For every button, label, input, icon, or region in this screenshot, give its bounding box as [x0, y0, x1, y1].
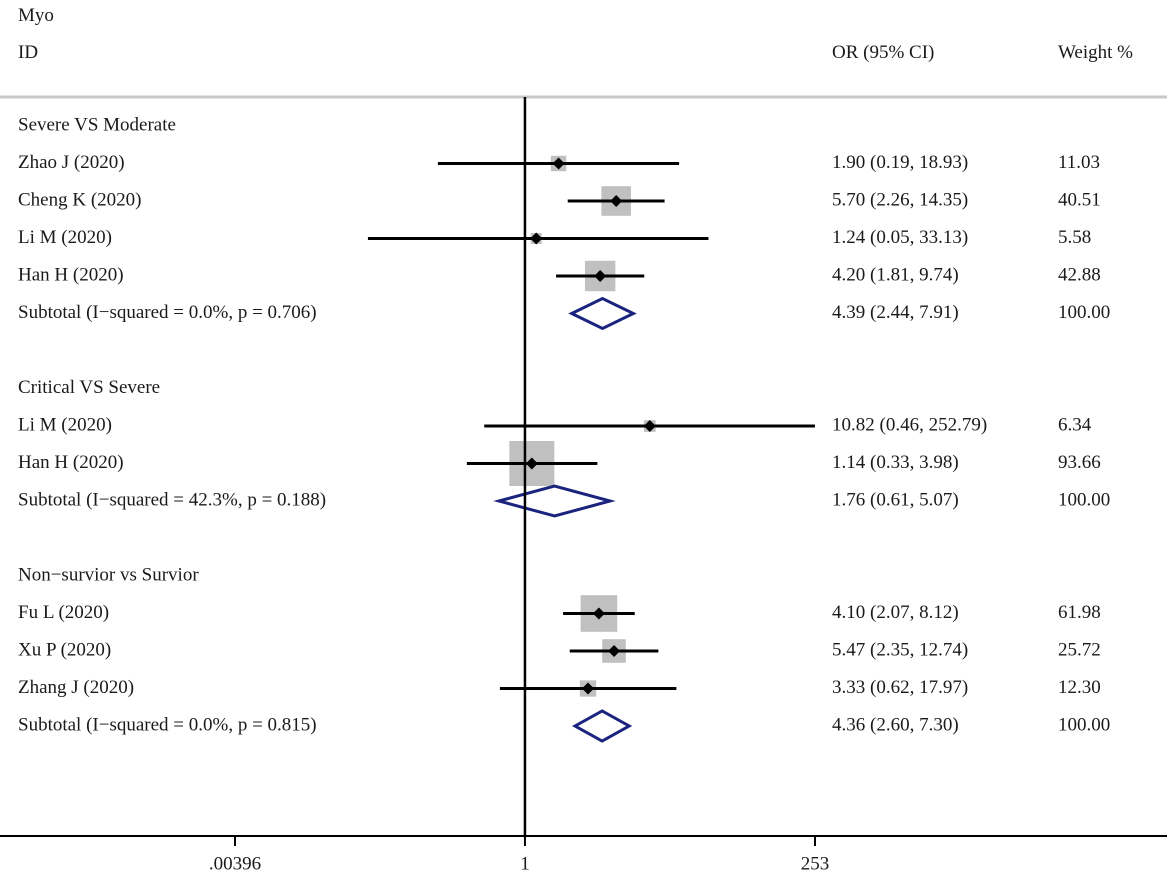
or-ci-value: 1.90 (0.19, 18.93) — [832, 152, 968, 173]
point-estimate — [594, 270, 607, 282]
weight-column-header: Weight % — [1058, 42, 1133, 63]
weight-value: 6.34 — [1058, 414, 1092, 435]
study-label: Zhang J (2020) — [18, 677, 134, 698]
weight-value: 100.00 — [1058, 489, 1110, 510]
or-ci-value: 4.39 (2.44, 7.91) — [832, 302, 959, 323]
weight-value: 42.88 — [1058, 264, 1101, 285]
or-ci-value: 1.76 (0.61, 5.07) — [832, 489, 959, 510]
study-label: Han H (2020) — [18, 264, 124, 285]
pooled-diamond — [571, 709, 633, 743]
point-estimate — [525, 457, 538, 470]
study-label: Xu P (2020) — [18, 639, 111, 660]
group-label: Critical VS Severe — [18, 377, 160, 398]
weight-value: 11.03 — [1058, 152, 1100, 173]
id-column-header: ID — [18, 42, 38, 63]
x-tick-label: 253 — [801, 853, 830, 874]
or-ci-value: 3.33 (0.62, 17.97) — [832, 677, 968, 698]
point-estimate — [552, 157, 565, 170]
pooled-diamond — [568, 296, 637, 331]
or-ci-value: 5.70 (2.26, 14.35) — [832, 189, 968, 210]
or-ci-value: 1.14 (0.33, 3.98) — [832, 452, 959, 473]
or-ci-value: 1.24 (0.05, 33.13) — [832, 227, 968, 248]
study-label: Li M (2020) — [18, 414, 112, 435]
point-estimate — [582, 682, 595, 695]
study-label: Han H (2020) — [18, 452, 124, 473]
x-tick-label: .00396 — [209, 853, 261, 874]
weight-value: 5.58 — [1058, 227, 1091, 248]
weight-value: 61.98 — [1058, 602, 1101, 623]
group-label: Non−survior vs Survior — [18, 564, 199, 585]
weight-value: 93.66 — [1058, 452, 1101, 473]
point-estimate — [592, 607, 605, 620]
x-tick-label: 1 — [520, 853, 530, 874]
point-estimate — [530, 232, 543, 245]
study-label: Fu L (2020) — [18, 602, 109, 623]
or-column-header: OR (95% CI) — [832, 42, 934, 63]
or-ci-value: 4.10 (2.07, 8.12) — [832, 602, 959, 623]
subtotal-label: Subtotal (I−squared = 42.3%, p = 0.188) — [18, 489, 326, 510]
point-estimate — [608, 645, 621, 657]
subtotal-label: Subtotal (I−squared = 0.0%, p = 0.706) — [18, 302, 317, 323]
weight-value: 40.51 — [1058, 189, 1101, 210]
or-ci-value: 5.47 (2.35, 12.74) — [832, 639, 968, 660]
point-estimate — [643, 420, 656, 432]
study-label: Zhao J (2020) — [18, 152, 125, 173]
plot-title: Myo — [18, 5, 54, 26]
point-estimate — [610, 195, 623, 207]
weight-value: 12.30 — [1058, 677, 1101, 698]
weight-value: 100.00 — [1058, 714, 1110, 735]
study-label: Cheng K (2020) — [18, 189, 141, 210]
x-axis: .00396 1 253 — [0, 97, 1167, 874]
pooled-diamond — [493, 484, 616, 518]
or-ci-value: 4.36 (2.60, 7.30) — [832, 714, 959, 735]
subtotal-label: Subtotal (I−squared = 0.0%, p = 0.815) — [18, 714, 317, 735]
weight-value: 25.72 — [1058, 639, 1101, 660]
weight-value: 100.00 — [1058, 302, 1110, 323]
study-label: Li M (2020) — [18, 227, 112, 248]
or-ci-value: 4.20 (1.81, 9.74) — [832, 264, 959, 285]
forest-rows: Severe VS Moderate Zhao J (2020) 1.90 (0.1… — [18, 114, 1110, 743]
group-label: Severe VS Moderate — [18, 114, 176, 135]
or-ci-value: 10.82 (0.46, 252.79) — [832, 414, 987, 435]
